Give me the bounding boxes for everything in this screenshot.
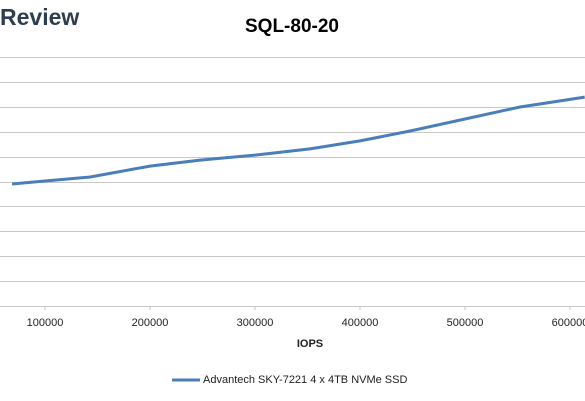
x-axis-label: IOPS <box>297 338 323 350</box>
x-tick-label: 100000 <box>27 317 64 329</box>
legend-label: Advantech SKY-7221 4 x 4TB NVMe SSD <box>203 374 407 386</box>
x-tick-label: 200000 <box>132 317 169 329</box>
brand-logo: Review <box>0 4 79 30</box>
x-tick-label: 600000 <box>552 317 585 329</box>
data-line <box>11 95 585 186</box>
chart-title: SQL-80-20 <box>245 16 339 37</box>
x-tick-label: 500000 <box>447 317 484 329</box>
x-tick-label: 300000 <box>237 317 274 329</box>
x-tick-label: 400000 <box>342 317 379 329</box>
